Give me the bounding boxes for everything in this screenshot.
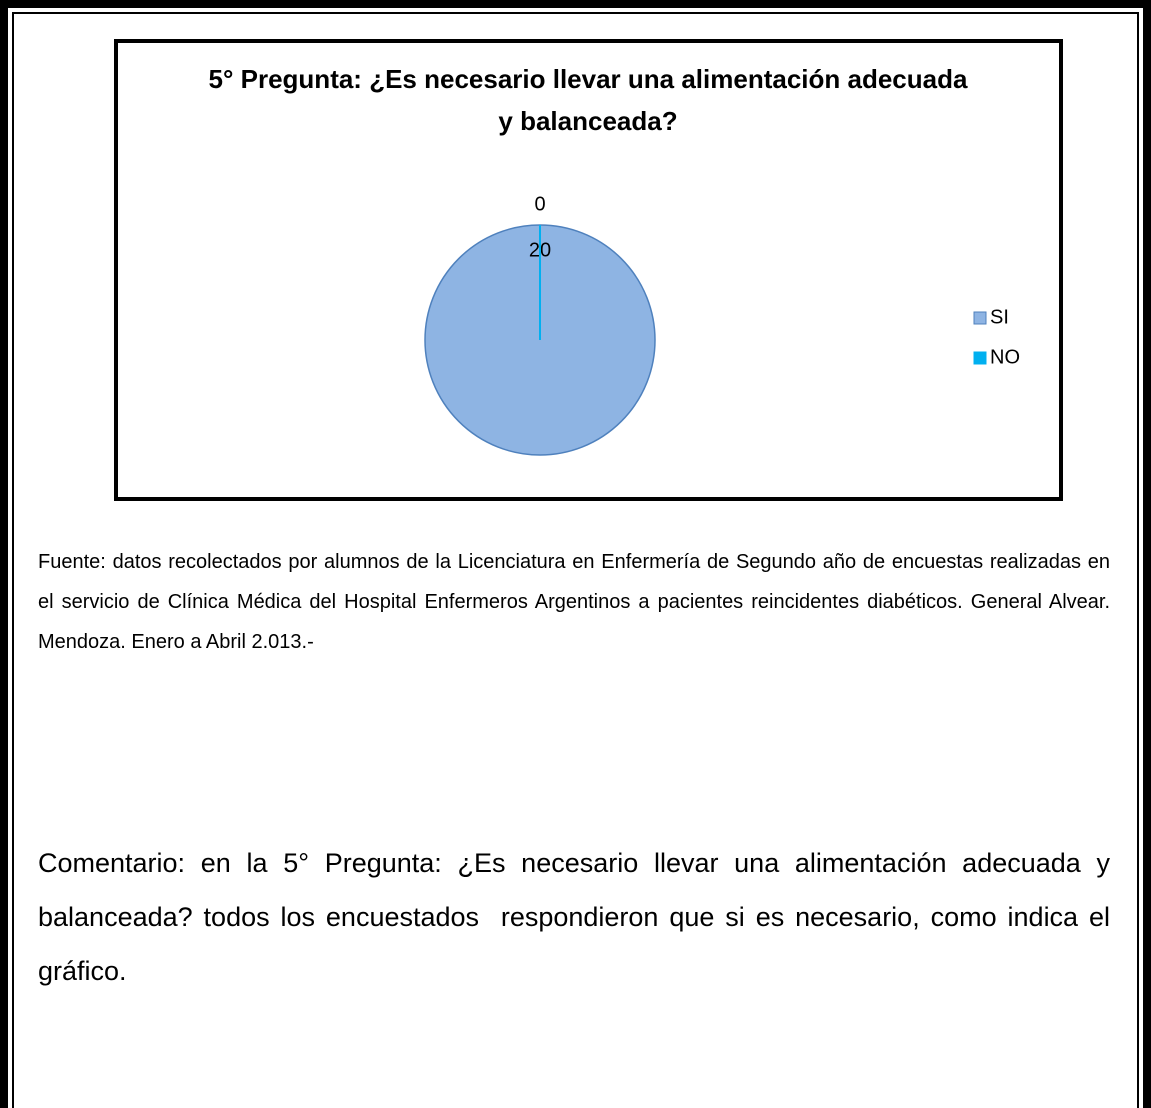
comment-text: Comentario: en la 5° Pregunta: ¿Es neces… <box>38 848 1126 986</box>
title-box: 5° Pregunta: ¿Es necesario llevar una al… <box>208 64 968 136</box>
data-label: 0 <box>534 193 545 215</box>
chart-title: 5° Pregunta: ¿Es necesario llevar una al… <box>208 64 968 136</box>
source-text: Fuente: datos recolectados por alumnos d… <box>38 551 1116 653</box>
page-frame-inner <box>12 12 1139 1108</box>
legend-label: SI <box>990 306 1009 328</box>
legend-label: NO <box>990 346 1020 368</box>
legend-swatch <box>973 311 987 325</box>
legend-swatch <box>973 351 987 365</box>
